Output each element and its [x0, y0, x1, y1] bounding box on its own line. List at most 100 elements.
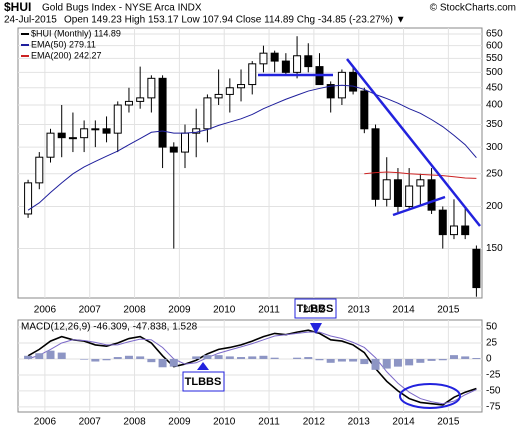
y-tick-label: -75: [486, 402, 501, 413]
y-tick-label: 600: [486, 40, 503, 51]
histogram-bar: [214, 355, 223, 359]
histogram-bar: [304, 357, 313, 359]
ema-line: [364, 171, 477, 179]
histogram-bar: [248, 356, 257, 359]
y-tick-label: 25: [486, 338, 498, 349]
candle-body: [158, 77, 167, 148]
candle-body: [472, 248, 481, 289]
histogram-bar: [57, 352, 66, 359]
x-tick-label: 2014: [392, 417, 415, 428]
price-frame: [17, 27, 483, 299]
histogram-bar: [225, 356, 234, 359]
candle-body: [270, 52, 279, 62]
candle-body: [136, 97, 145, 102]
x-tick-label: 2007: [79, 305, 102, 316]
candle-body: [102, 128, 111, 134]
y-tick-label: -25: [486, 370, 501, 381]
candle-body: [259, 52, 268, 65]
y-tick-label: 0: [486, 354, 492, 365]
histogram-bar: [147, 358, 156, 363]
candle-body: [203, 97, 212, 130]
histogram-bar: [24, 355, 33, 359]
macd-frame: [17, 319, 483, 413]
date: 24-Jul-2015: [4, 15, 57, 26]
candle-body: [461, 225, 470, 236]
histogram-bar: [102, 358, 111, 361]
x-tick-label: 2009: [168, 305, 191, 316]
panel-title: MACD(12,26,9) -46.309, -47.838, 1.528: [21, 322, 198, 333]
macd-line: [27, 329, 477, 406]
candle-body: [416, 179, 425, 187]
histogram-bar: [136, 356, 145, 359]
histogram-bar: [360, 358, 369, 365]
histogram-bar: [405, 358, 414, 366]
symbol: $HUI: [4, 0, 31, 14]
candle-body: [225, 87, 234, 95]
histogram-bar: [349, 358, 358, 362]
x-tick-label: 2010: [213, 417, 236, 428]
arrow: [197, 362, 209, 370]
x-tick-label: 2015: [437, 417, 460, 428]
annotations: TLBBS TLBBS: [182, 58, 481, 409]
candle-body: [449, 225, 458, 236]
histogram-bar: [124, 355, 133, 359]
label-box: [182, 371, 225, 392]
highlight: [399, 383, 461, 409]
histogram-bar: [237, 357, 246, 359]
candle-body: [57, 132, 66, 139]
histogram-bar: [449, 355, 458, 359]
candle-body: [180, 132, 189, 153]
candle-body: [349, 71, 358, 92]
y-tick-label: 350: [486, 119, 503, 130]
candle-body: [248, 63, 257, 86]
candle-body: [293, 55, 302, 73]
y-tick-label: 150: [486, 243, 503, 254]
histogram-bar: [326, 358, 335, 363]
legend-label: $HUI (Monthly) 114.89: [31, 28, 121, 38]
histogram-bar: [472, 357, 481, 359]
candle-body: [281, 60, 290, 73]
x-tick-label: 2013: [348, 305, 371, 316]
legend-label: EMA(50) 279.11: [31, 39, 96, 49]
histogram-bar: [259, 355, 268, 359]
histogram-bar: [46, 350, 55, 359]
histogram-bar: [80, 358, 89, 360]
y-tick-label: -50: [486, 386, 501, 397]
candle-body: [169, 146, 178, 153]
x-tick-label: 2012: [303, 417, 326, 428]
x-tick-label: 2010: [213, 305, 236, 316]
histogram-bar: [371, 358, 380, 370]
annotation: TLBBS: [297, 303, 334, 315]
histogram-bar: [158, 358, 167, 368]
candle-body: [24, 182, 33, 215]
candle-body: [427, 179, 436, 211]
histogram-bar: [91, 358, 100, 362]
histogram-bar: [113, 357, 122, 359]
candle-body: [393, 179, 402, 207]
y-tick-label: 550: [486, 53, 503, 64]
candle-body: [124, 100, 133, 106]
histogram-bar: [337, 358, 346, 362]
candle-body: [147, 77, 156, 99]
x-tick-label: 2009: [168, 417, 191, 428]
candle-body: [35, 156, 44, 184]
y-tick-label: 500: [486, 67, 503, 78]
label-box: [294, 298, 337, 319]
histogram-bar: [169, 358, 178, 367]
x-tick-label: 2008: [123, 417, 146, 428]
histogram-bar: [382, 358, 391, 369]
y-tick-label: 250: [486, 168, 503, 179]
source: © StockCharts.com: [430, 3, 516, 14]
x-tick-label: 2015: [437, 305, 460, 316]
arrow: [310, 323, 322, 334]
x-tick-label: 2011: [258, 305, 280, 316]
y-tick-label: 650: [486, 29, 503, 40]
annotation: TLBBS: [185, 376, 222, 388]
candle-body: [371, 128, 380, 200]
y-tick-label: 200: [486, 201, 503, 212]
candle-body: [46, 132, 55, 158]
y-tick-label: 400: [486, 100, 503, 111]
histogram-bar: [461, 356, 470, 359]
histogram-bar: [293, 357, 302, 359]
